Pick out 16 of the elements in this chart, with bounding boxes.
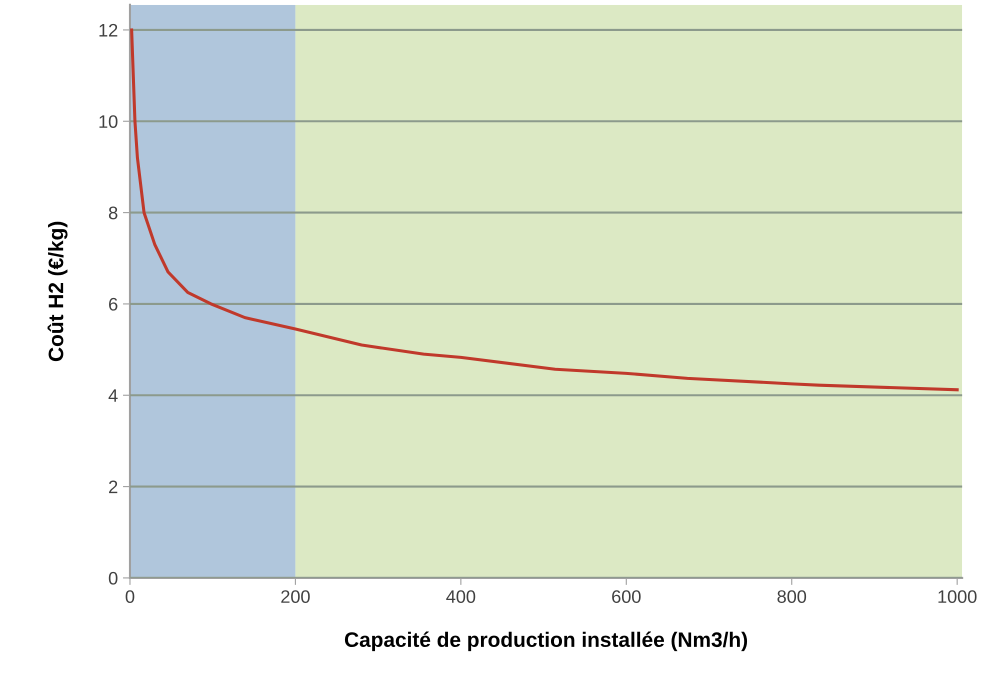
y-tick-label: 2	[109, 480, 118, 494]
y-tick-label: 10	[99, 115, 118, 128]
y-tick-label: 4	[108, 389, 118, 402]
x-tick-label: 800	[777, 590, 806, 603]
y-tick-label: 12	[99, 24, 118, 36]
x-axis-title: Capacité de production installée (Nm3/h)	[344, 632, 748, 652]
line-series	[130, 28, 959, 392]
x-tick-label: 600	[612, 590, 641, 603]
x-tick-label: 1000	[938, 590, 977, 603]
y-tick-label: 8	[108, 206, 118, 220]
x-tick-label: 0	[126, 590, 134, 603]
y-tick-label: 0	[108, 572, 118, 585]
y-axis-title: Coût H2 (€/kg)	[48, 222, 68, 362]
x-tick-label: 200	[281, 590, 310, 603]
y-tick-label: 6	[109, 298, 118, 311]
x-tick-label: 400	[446, 590, 476, 603]
